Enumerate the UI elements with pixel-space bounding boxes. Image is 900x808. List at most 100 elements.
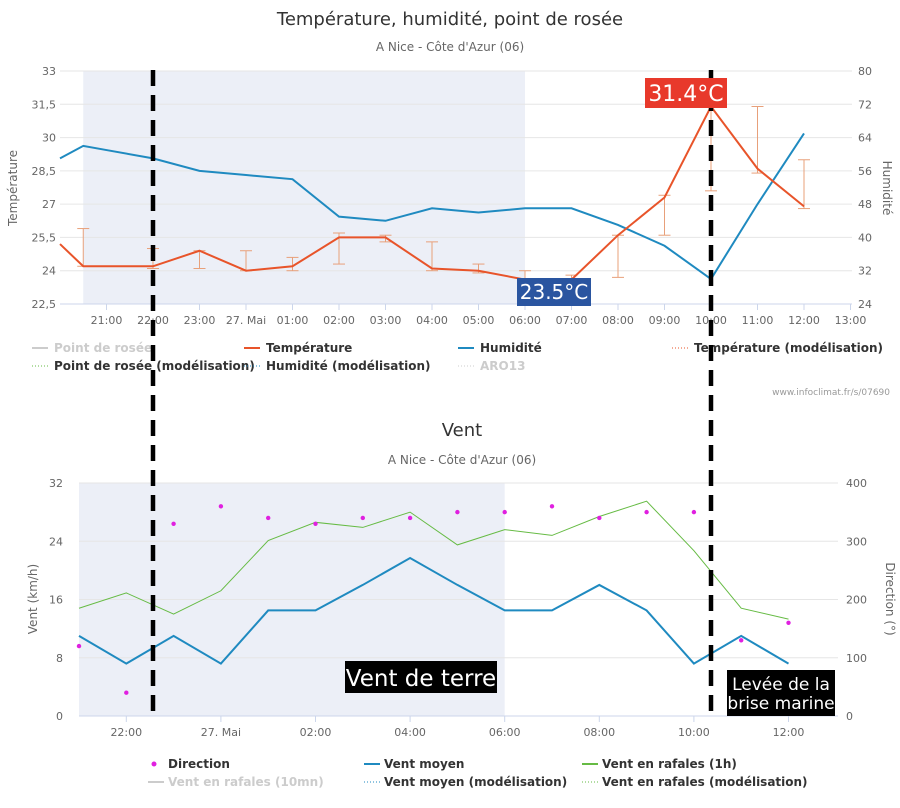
x-tick-label: 04:00 bbox=[416, 314, 448, 327]
y2-tick-label: 80 bbox=[858, 65, 872, 78]
direction-y-ticks: 0 100 200 300 400 bbox=[846, 477, 867, 723]
min-temp-annotation: 23.5°C bbox=[517, 278, 591, 306]
direction-point bbox=[76, 643, 82, 649]
x-tick-label: 10:00 bbox=[678, 726, 710, 739]
legend-label: Vent moyen (modélisation) bbox=[384, 775, 567, 789]
legend-item[interactable]: Humidité (modélisation) bbox=[244, 359, 431, 373]
x-tick-label: 02:00 bbox=[323, 314, 355, 327]
x-tick-label: 12:00 bbox=[773, 726, 805, 739]
x-tick-label: 06:00 bbox=[509, 314, 541, 327]
direction-point bbox=[124, 690, 129, 695]
y2-tick-label: 100 bbox=[846, 652, 867, 665]
wind-legend[interactable]: Direction Vent moyen Vent en rafales (1h) V… bbox=[148, 757, 808, 789]
legend-label: Humidité (modélisation) bbox=[266, 359, 431, 373]
temperature-y-ticks: 22,5 24 25,5 27 28,5 30 31,5 33 bbox=[32, 65, 57, 311]
legend-item[interactable]: Vent en rafales (10mn) bbox=[148, 775, 324, 789]
temperature-model-errorbar bbox=[426, 241, 438, 272]
legend-label: Direction bbox=[168, 757, 230, 771]
legend-label: Vent en rafales (modélisation) bbox=[602, 775, 808, 789]
y2-tick-label: 72 bbox=[858, 98, 872, 111]
legend-item[interactable]: Point de rosée (modélisation) bbox=[32, 359, 255, 373]
direction-point bbox=[218, 504, 224, 509]
annotation-overlay: 31.4°C 23.5°C Vent de terre Levée de la bris… bbox=[150, 70, 835, 720]
max-temp-annotation: 31.4°C bbox=[645, 78, 727, 108]
temperature-legend[interactable]: Point de rosée Température Humidité Tempéra… bbox=[32, 341, 883, 373]
x-tick-label: 21:00 bbox=[91, 314, 123, 327]
direction-point bbox=[407, 515, 413, 521]
y-tick-label: 28,5 bbox=[32, 165, 57, 178]
y-tick-label: 27 bbox=[42, 198, 56, 211]
legend-item[interactable]: Direction bbox=[151, 757, 230, 771]
x-tick-label: 06:00 bbox=[489, 726, 521, 739]
legend-item[interactable]: Vent moyen bbox=[364, 757, 464, 771]
x-tick-label: 08:00 bbox=[583, 726, 615, 739]
x-tick-label: 04:00 bbox=[394, 726, 426, 739]
legend-label: Point de rosée (modélisation) bbox=[54, 359, 255, 373]
x-tick-label: 01:00 bbox=[277, 314, 309, 327]
y2-tick-label: 300 bbox=[846, 535, 867, 548]
y-tick-label: 31,5 bbox=[32, 98, 57, 111]
y2-tick-label: 400 bbox=[846, 477, 867, 490]
direction-point bbox=[360, 515, 365, 521]
temperature-line bbox=[59, 104, 805, 281]
temperature-y-axis-title: Température bbox=[6, 150, 20, 227]
legend-label: Vent en rafales (10mn) bbox=[168, 775, 324, 789]
y-tick-label: 32 bbox=[49, 477, 63, 490]
y2-tick-label: 200 bbox=[846, 594, 867, 607]
direction-y-axis-title: Direction (°) bbox=[883, 562, 897, 635]
land-wind-label: Vent de terre bbox=[346, 666, 496, 692]
legend-item[interactable]: ARO13 bbox=[458, 359, 525, 373]
sea-breeze-annotation: Levée de la brise marine bbox=[727, 670, 835, 716]
legend-item[interactable]: Vent en rafales (modélisation) bbox=[582, 775, 808, 789]
legend-item[interactable]: Vent en rafales (1h) bbox=[582, 757, 737, 771]
wind-mean-line bbox=[78, 556, 790, 665]
land-wind-annotation: Vent de terre bbox=[345, 661, 497, 693]
wind-series bbox=[76, 500, 791, 695]
y2-tick-label: 32 bbox=[858, 265, 872, 278]
y2-tick-label: 40 bbox=[858, 231, 872, 244]
wind-x-ticks: 22:00 27. Mai 02:00 04:00 06:00 08:00 10:00 12:… bbox=[79, 715, 838, 739]
legend-label: Humidité bbox=[480, 341, 542, 355]
x-tick-label: 08:00 bbox=[602, 314, 634, 327]
legend-item[interactable]: Vent moyen (modélisation) bbox=[364, 775, 567, 789]
direction-point bbox=[739, 638, 744, 643]
y-tick-label: 22,5 bbox=[32, 298, 57, 311]
temperature-chart-title: Température, humidité, point de rosée bbox=[276, 9, 623, 30]
legend-item[interactable]: Point de rosée bbox=[32, 341, 152, 355]
legend-item[interactable]: Température (modélisation) bbox=[672, 341, 883, 355]
direction-point bbox=[691, 509, 697, 515]
y2-tick-label: 0 bbox=[846, 710, 853, 723]
x-tick-label: 22:00 bbox=[110, 726, 142, 739]
legend-symbol bbox=[151, 761, 157, 767]
legend-label: Point de rosée bbox=[54, 341, 152, 355]
y-tick-label: 25,5 bbox=[32, 231, 57, 244]
direction-point bbox=[171, 521, 176, 526]
y-tick-label: 30 bbox=[42, 132, 56, 145]
direction-point bbox=[266, 515, 271, 521]
direction-point bbox=[502, 509, 507, 515]
temperature-model-errorbar bbox=[798, 159, 810, 210]
max-temp-label: 31.4°C bbox=[648, 82, 723, 107]
x-tick-label: 02:00 bbox=[300, 726, 332, 739]
x-tick-label: 13:00 bbox=[835, 314, 867, 327]
direction-point bbox=[597, 515, 602, 521]
credit-link[interactable]: www.infoclimat.fr/s/07690 bbox=[772, 388, 890, 398]
legend-label: Température bbox=[266, 341, 352, 355]
sea-breeze-label: Levée de la brise marine bbox=[727, 675, 834, 714]
wind-chart-subtitle: A Nice - Côte d'Azur (06) bbox=[388, 453, 536, 467]
y-tick-label: 24 bbox=[49, 535, 63, 548]
legend-item[interactable]: Humidité bbox=[458, 341, 542, 355]
x-tick-label: 05:00 bbox=[463, 314, 495, 327]
y-tick-label: 16 bbox=[49, 594, 63, 607]
direction-point bbox=[549, 504, 555, 509]
humidity-line bbox=[59, 132, 805, 281]
min-temp-label: 23.5°C bbox=[520, 280, 589, 304]
temperature-model-errorbar bbox=[658, 194, 671, 236]
wind-chart-title: Vent bbox=[442, 420, 482, 441]
x-tick-label: 07:00 bbox=[556, 314, 588, 327]
humidity-y-ticks: 24 32 40 48 56 64 72 80 bbox=[858, 65, 872, 311]
legend-item[interactable]: Température bbox=[244, 341, 352, 355]
